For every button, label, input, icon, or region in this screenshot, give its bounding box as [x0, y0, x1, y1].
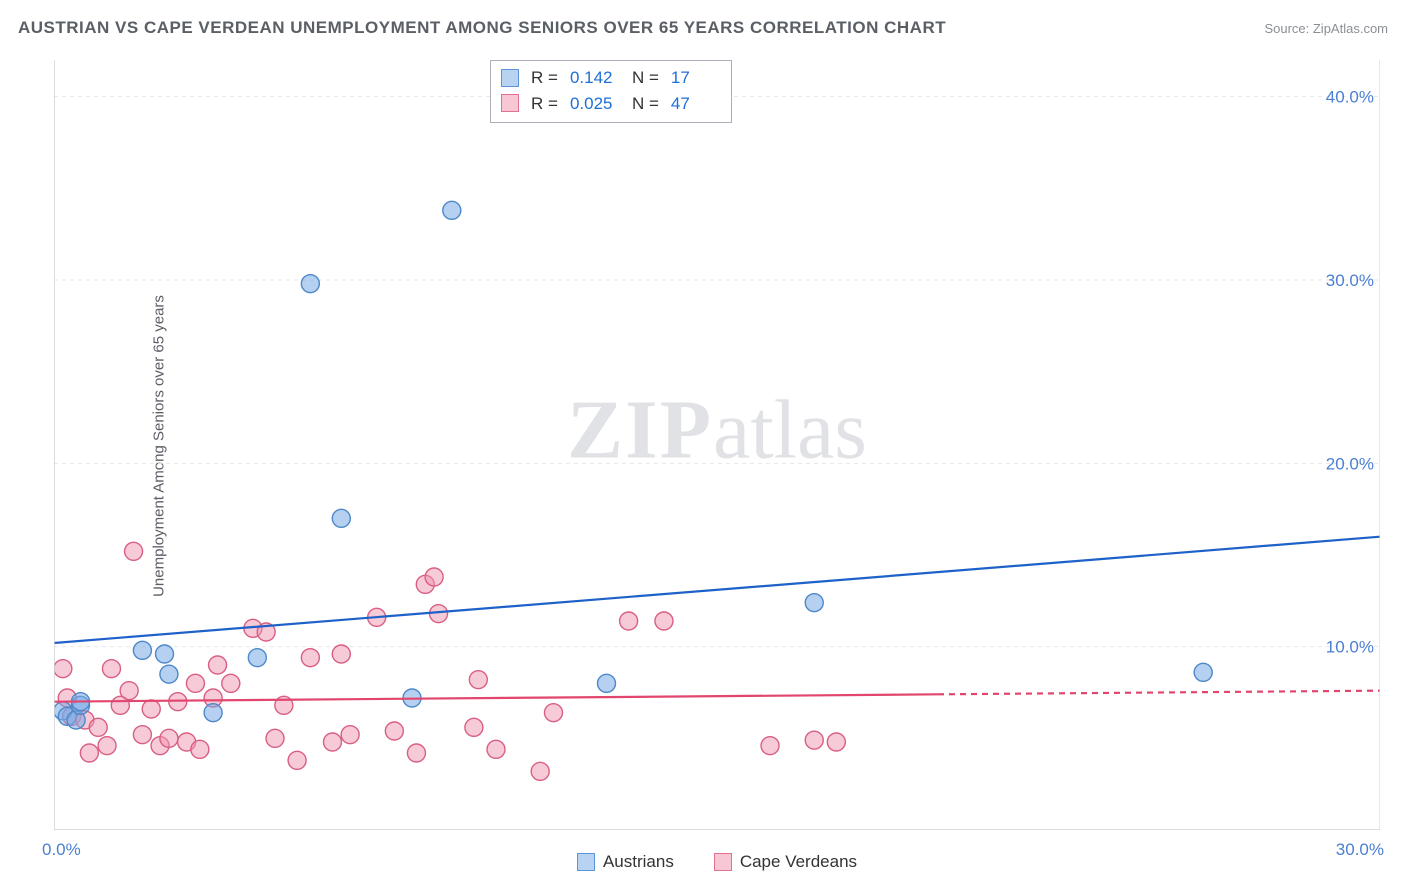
n-value: 17	[671, 65, 721, 91]
n-label: N =	[632, 91, 659, 117]
legend-item-b: Cape Verdeans	[714, 852, 857, 872]
stats-row-b: R = 0.025 N = 47	[501, 91, 721, 117]
legend-label-a: Austrians	[603, 852, 674, 872]
svg-text:40.0%: 40.0%	[1326, 88, 1374, 107]
swatch-b	[501, 94, 519, 112]
legend-item-a: Austrians	[577, 852, 674, 872]
stats-box: R = 0.142 N = 17 R = 0.025 N = 47	[490, 60, 732, 123]
chart-svg: 10.0% 20.0% 30.0% 40.0%	[54, 60, 1380, 830]
r-label: R =	[531, 91, 558, 117]
r-label: R =	[531, 65, 558, 91]
legend-swatch-a	[577, 853, 595, 871]
legend-label-b: Cape Verdeans	[740, 852, 857, 872]
r-value: 0.025	[570, 91, 620, 117]
n-value: 47	[671, 91, 721, 117]
stats-row-a: R = 0.142 N = 17	[501, 65, 721, 91]
swatch-a	[501, 69, 519, 87]
svg-text:30.0%: 30.0%	[1326, 271, 1374, 290]
plot-area: 10.0%20.0%30.0%40.0% ZIPatlas R = 0.142 …	[54, 60, 1380, 830]
bottom-legend: Austrians Cape Verdeans	[54, 852, 1380, 872]
legend-swatch-b	[714, 853, 732, 871]
n-label: N =	[632, 65, 659, 91]
source-label: Source: ZipAtlas.com	[1264, 21, 1388, 36]
chart-title: AUSTRIAN VS CAPE VERDEAN UNEMPLOYMENT AM…	[18, 18, 946, 38]
r-value: 0.142	[570, 65, 620, 91]
svg-text:20.0%: 20.0%	[1326, 454, 1374, 473]
svg-text:10.0%: 10.0%	[1326, 638, 1374, 657]
